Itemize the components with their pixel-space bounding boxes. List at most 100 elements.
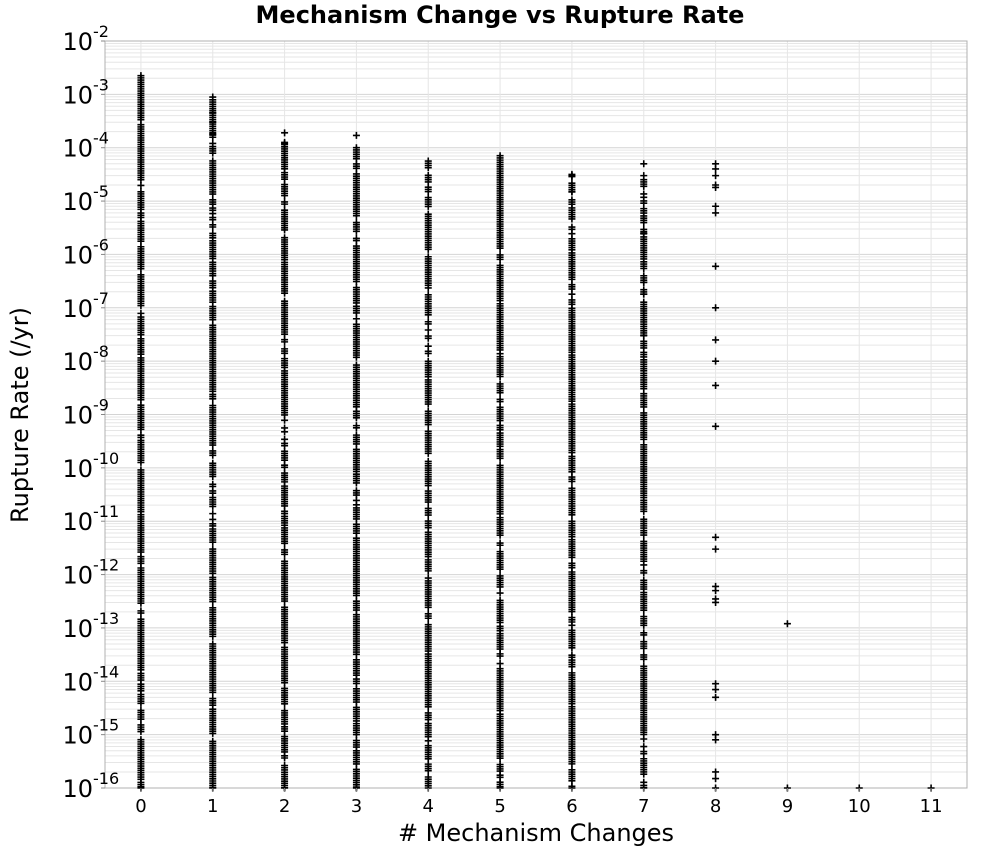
data-point (712, 775, 720, 783)
data-point (281, 289, 289, 297)
data-point (640, 770, 648, 778)
y-tick-base: 10 (62, 615, 93, 643)
data-point (712, 545, 720, 553)
data-point (712, 262, 720, 270)
data-point (281, 129, 289, 137)
data-point (209, 130, 217, 138)
data-point (496, 389, 504, 397)
data-point (712, 183, 720, 191)
x-axis-label: # Mechanism Changes (398, 819, 674, 847)
data-point (424, 334, 432, 342)
data-point (424, 703, 432, 711)
data-point (712, 587, 720, 595)
data-point (424, 245, 432, 253)
y-tick-base: 10 (62, 775, 93, 803)
y-tick-label: 10 -2 (62, 22, 109, 56)
data-point (712, 172, 720, 180)
grid (105, 41, 967, 789)
data-point (640, 332, 648, 340)
data-point (712, 336, 720, 344)
data-point (281, 597, 289, 605)
data-point (209, 502, 217, 510)
data-point (568, 511, 576, 519)
data-point (137, 181, 145, 189)
data-point (640, 172, 648, 180)
y-tick-base: 10 (62, 81, 93, 109)
y-tick-base: 10 (62, 508, 93, 536)
data-point (712, 598, 720, 606)
data-point (424, 188, 432, 196)
data-point (209, 223, 217, 231)
data-point (568, 608, 576, 616)
data-point (712, 381, 720, 389)
y-tick-label: 10 -8 (62, 342, 109, 376)
y-tick-base: 10 (62, 668, 93, 696)
data-point (568, 215, 576, 223)
y-tick-exponent: -8 (93, 342, 109, 361)
y-tick-label: 10 -3 (62, 75, 109, 109)
data-point (568, 663, 576, 671)
data-point (640, 160, 648, 168)
data-point (496, 531, 504, 539)
data-point (137, 728, 145, 736)
y-tick-exponent: -6 (93, 235, 109, 254)
x-tick-label: 3 (351, 796, 362, 817)
data-point (424, 511, 432, 519)
data-point (640, 606, 648, 614)
data-point (640, 403, 648, 411)
data-point (209, 395, 217, 403)
data-point (712, 693, 720, 701)
data-point (281, 539, 289, 547)
data-point (209, 451, 217, 459)
data-point (281, 338, 289, 346)
data-point (137, 302, 145, 310)
data-point (352, 277, 360, 285)
y-tick-base: 10 (62, 28, 93, 56)
data-point (424, 202, 432, 210)
y-tick-exponent: -4 (93, 129, 109, 148)
data-point (137, 599, 145, 607)
data-point (712, 209, 720, 217)
data-point (352, 353, 360, 361)
data-point (640, 507, 648, 515)
y-tick-base: 10 (62, 135, 93, 163)
data-point (496, 589, 504, 597)
x-tick-label: 0 (135, 796, 146, 817)
data-point (640, 631, 648, 639)
y-tick-exponent: -5 (93, 182, 109, 201)
data-point (640, 229, 648, 237)
data-point (424, 603, 432, 611)
data-point (496, 541, 504, 549)
data-point (640, 531, 648, 539)
y-axis-label: Rupture Rate (/yr) (6, 307, 34, 523)
data-point (568, 553, 576, 561)
y-tick-label: 10 -12 (62, 556, 119, 590)
data-point (424, 326, 432, 334)
y-tick-base: 10 (62, 348, 93, 376)
data-point (496, 454, 504, 462)
data-point (209, 632, 217, 640)
data-point (424, 614, 432, 622)
data-point (281, 754, 289, 762)
data-point (640, 621, 648, 629)
y-tick-label: 10 -15 (62, 716, 119, 750)
y-tick-label: 10 -5 (62, 182, 109, 216)
data-point (496, 255, 504, 263)
y-tick-base: 10 (62, 402, 93, 430)
data-point (568, 644, 576, 652)
data-point (424, 421, 432, 429)
data-point (281, 428, 289, 436)
data-point (352, 131, 360, 139)
data-point (424, 164, 432, 172)
data-point (281, 226, 289, 234)
data-point (712, 768, 720, 776)
data-point (640, 264, 648, 272)
data-point (640, 219, 648, 227)
data-point (712, 686, 720, 694)
y-tick-label: 10 -10 (62, 449, 119, 483)
data-point (424, 400, 432, 408)
data-point (137, 699, 145, 707)
y-tick-exponent: -9 (93, 396, 109, 415)
data-point (281, 700, 289, 708)
